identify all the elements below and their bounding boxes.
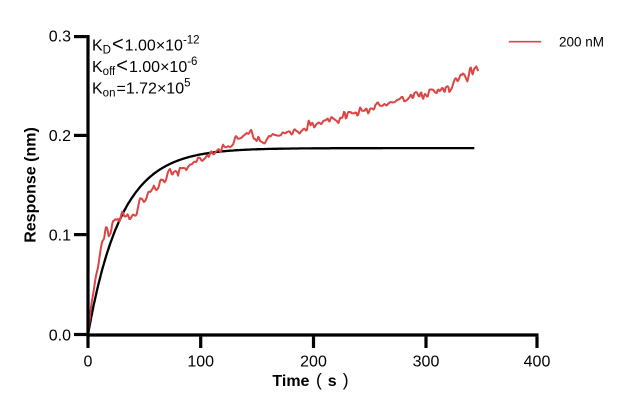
svg-text:400: 400 (524, 354, 551, 371)
svg-text:0.1: 0.1 (49, 227, 71, 244)
svg-text:0.0: 0.0 (49, 327, 71, 344)
svg-text:200 nM: 200 nM (559, 34, 604, 49)
svg-text:Response (nm): Response (nm) (23, 127, 40, 243)
svg-text:Koff<1.00×10-6: Koff<1.00×10-6 (92, 55, 197, 78)
svg-text:KD<1.00×10-12: KD<1.00×10-12 (92, 34, 200, 57)
svg-text:0.2: 0.2 (49, 128, 71, 145)
svg-text:200: 200 (300, 354, 327, 371)
svg-text:0: 0 (84, 354, 93, 371)
svg-text:Kon=1.72×105: Kon=1.72×105 (92, 78, 191, 100)
svg-text:300: 300 (413, 354, 440, 371)
svg-text:0.3: 0.3 (49, 28, 71, 45)
svg-text:100: 100 (187, 354, 214, 371)
